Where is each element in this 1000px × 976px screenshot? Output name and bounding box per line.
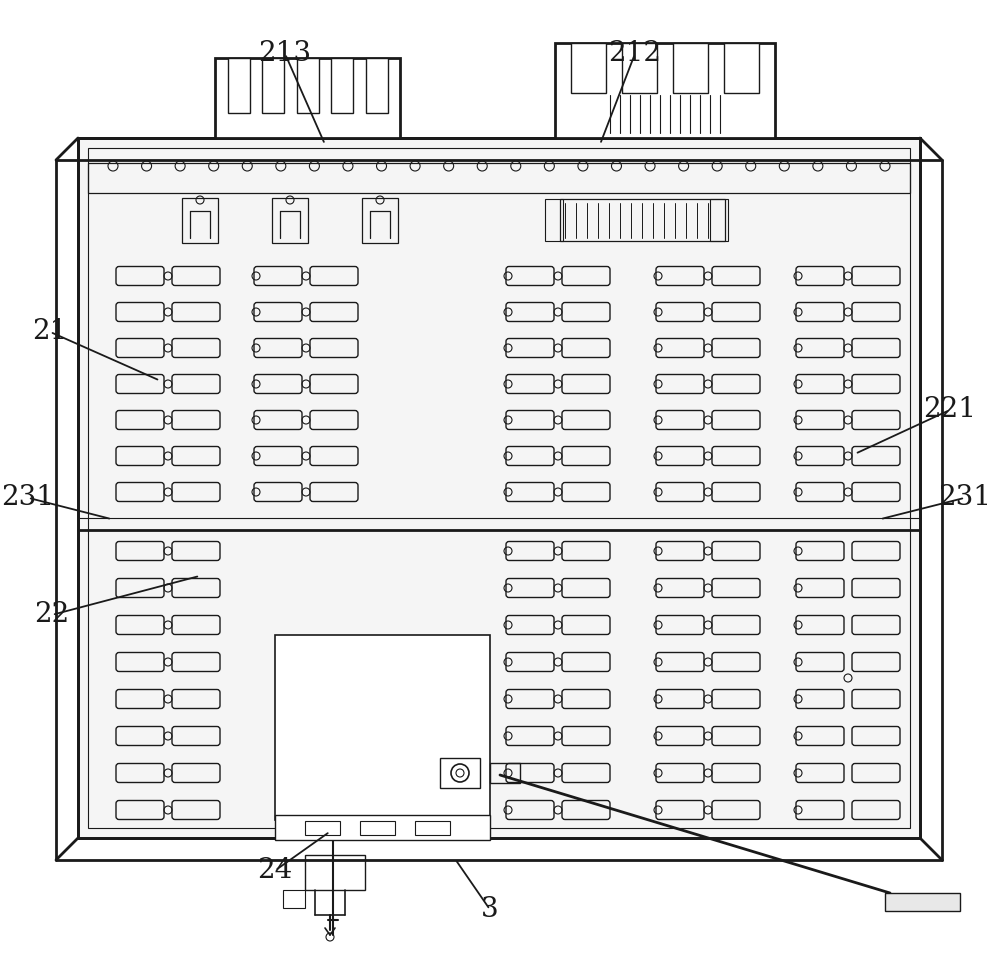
Bar (724, 43, 759, 93)
Bar (272, 198, 308, 243)
Bar (545, 199, 563, 241)
Bar (275, 815, 490, 840)
Text: 231: 231 (2, 484, 54, 511)
Bar (78, 138, 920, 838)
Text: 231: 231 (938, 484, 992, 511)
Bar (710, 199, 728, 241)
Bar (366, 58, 388, 113)
Text: 213: 213 (258, 40, 312, 67)
Bar (885, 893, 960, 911)
Text: 24: 24 (257, 857, 293, 884)
Bar (331, 58, 353, 113)
Bar (215, 58, 400, 138)
Bar (296, 58, 318, 113)
Bar (228, 58, 250, 113)
Bar (262, 58, 284, 113)
Bar (283, 890, 305, 908)
Bar (305, 855, 365, 890)
Bar (560, 199, 725, 241)
Bar (415, 821, 450, 835)
Bar (440, 758, 480, 788)
Bar (275, 635, 490, 820)
Bar (360, 821, 395, 835)
Circle shape (451, 764, 469, 782)
Bar (490, 763, 520, 783)
Text: 221: 221 (924, 396, 976, 424)
Bar (622, 43, 657, 93)
Bar (673, 43, 708, 93)
Bar (555, 43, 775, 138)
Bar (362, 198, 398, 243)
Bar (305, 821, 340, 835)
Text: 212: 212 (608, 40, 662, 67)
Bar (88, 163, 910, 193)
Text: 3: 3 (481, 896, 499, 923)
Bar (88, 148, 910, 828)
Bar (78, 138, 920, 838)
Bar (182, 198, 218, 243)
Text: 21: 21 (32, 318, 68, 346)
Bar (571, 43, 606, 93)
Text: 22: 22 (34, 601, 70, 629)
